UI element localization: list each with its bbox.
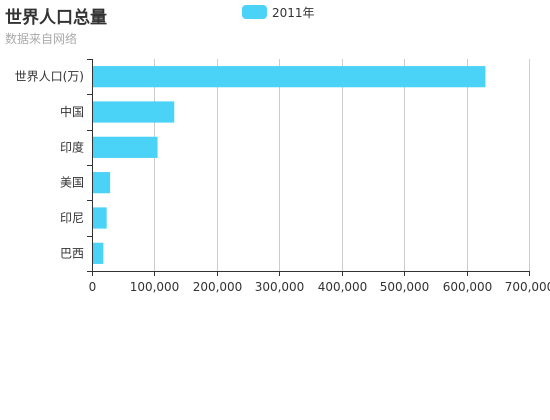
bar bbox=[93, 242, 104, 264]
axes bbox=[87, 59, 530, 276]
x-tick-label: 300,000 bbox=[255, 280, 305, 294]
bar bbox=[93, 172, 111, 194]
bars bbox=[93, 66, 486, 264]
x-tick-label: 100,000 bbox=[130, 280, 180, 294]
legend-label: 2011年 bbox=[272, 5, 315, 20]
bar bbox=[93, 101, 175, 123]
bar bbox=[93, 136, 158, 158]
y-tick-label: 印尼 bbox=[60, 211, 84, 225]
chart-subtitle: 数据来自网络 bbox=[5, 32, 78, 46]
bar bbox=[93, 66, 486, 88]
x-tick-label: 200,000 bbox=[193, 280, 243, 294]
x-tick-label: 0 bbox=[89, 280, 97, 294]
tick-labels: 0 100,000 200,000 300,000 400,000 500,000 600,… bbox=[15, 70, 550, 294]
x-tick-label: 600,000 bbox=[443, 280, 493, 294]
chart-title: 世界人口总量 bbox=[5, 8, 107, 28]
grid-lines bbox=[154, 59, 530, 271]
y-tick-label: 世界人口(万) bbox=[15, 70, 84, 84]
y-tick-label: 巴西 bbox=[60, 246, 84, 260]
y-tick-label: 美国 bbox=[60, 176, 84, 190]
y-tick-label: 印度 bbox=[60, 139, 84, 154]
x-tick-label: 500,000 bbox=[380, 280, 430, 294]
x-tick-label: 700,000 bbox=[505, 280, 550, 294]
bar bbox=[93, 207, 107, 229]
x-tick-label: 400,000 bbox=[318, 280, 368, 294]
legend-item-2011[interactable]: 2011年 bbox=[242, 4, 315, 20]
y-tick-label: 中国 bbox=[60, 104, 84, 119]
legend-swatch bbox=[242, 5, 267, 19]
